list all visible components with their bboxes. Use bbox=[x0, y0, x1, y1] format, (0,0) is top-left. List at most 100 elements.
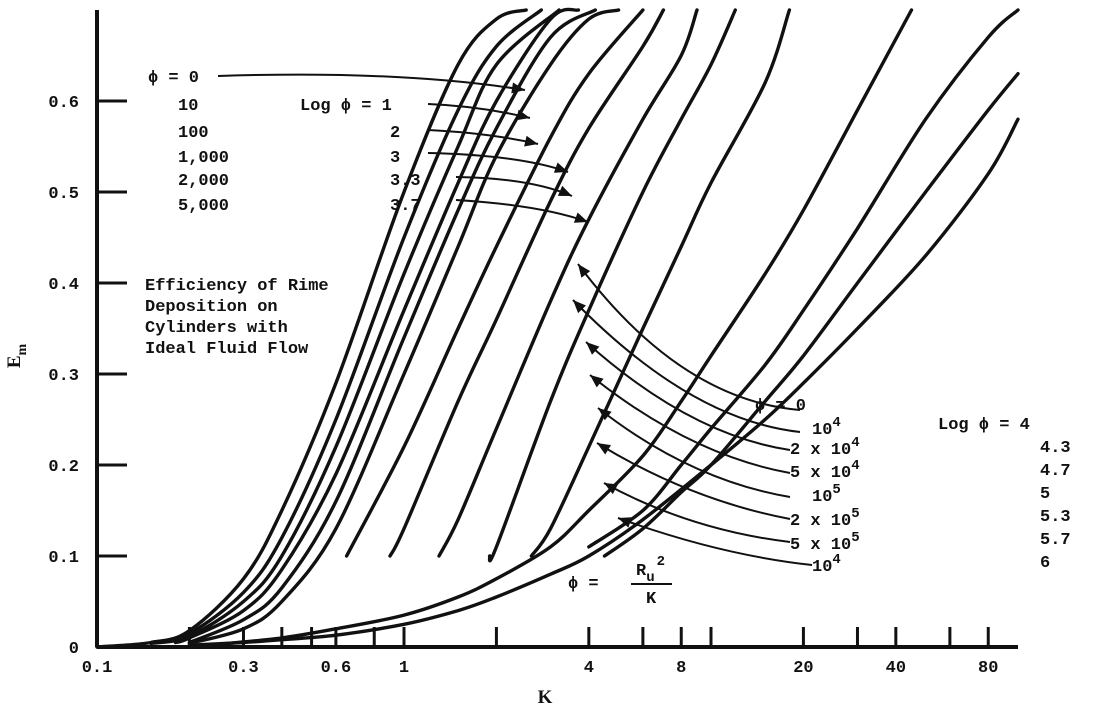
leader-arrowhead bbox=[553, 162, 568, 173]
leader-arrow bbox=[585, 341, 791, 451]
y-axis-ticks: 0 0.1 0.2 0.3 0.4 0.5 0.6 bbox=[48, 94, 127, 659]
y-tick-label: 0.6 bbox=[48, 94, 79, 113]
legend-lower-phi-label: 2 x 104 bbox=[790, 435, 860, 460]
y-tick-label: 0.4 bbox=[48, 276, 79, 295]
leader-arrow bbox=[577, 263, 801, 411]
annotation-line: Efficiency of Rime bbox=[145, 277, 329, 296]
series-line-4 bbox=[173, 7, 581, 645]
leader-arrow bbox=[603, 482, 791, 543]
leader-arrow bbox=[427, 103, 531, 119]
legend-lower-log-label: 6 bbox=[1040, 554, 1050, 573]
leader-arrowhead bbox=[578, 264, 591, 278]
phi-formula-numerator: Ru2 bbox=[636, 554, 665, 586]
legend-upper-log-label: Log ϕ = 1 bbox=[300, 97, 392, 116]
legend-lower-phi-label: 5 x 105 bbox=[790, 530, 860, 555]
x-tick-label: 80 bbox=[978, 659, 998, 678]
leader-arrow bbox=[617, 517, 813, 566]
legend-upper-phi-label: ϕ = 0 bbox=[148, 69, 199, 88]
legend-lower-log-label: 4.7 bbox=[1040, 462, 1071, 481]
leader-arrowhead bbox=[573, 300, 586, 314]
annotation-line: Cylinders with bbox=[145, 319, 288, 338]
series-line-5 bbox=[187, 8, 597, 645]
series-line-7 bbox=[344, 8, 645, 558]
x-tick-label: 0.3 bbox=[228, 659, 259, 678]
leader-arrowhead bbox=[524, 135, 538, 147]
leader-arrow bbox=[589, 374, 791, 474]
phi-formula-lhs: ϕ = bbox=[568, 575, 599, 594]
legend-lower-phi-exponent: 4 bbox=[851, 458, 859, 474]
legend-upper-log-label: 3.3 bbox=[390, 172, 421, 191]
legend-lower-phi-exponent: 5 bbox=[832, 482, 840, 498]
x-tick-label: 1 bbox=[399, 659, 409, 678]
legend-lower-log-label: 5.3 bbox=[1040, 508, 1071, 527]
legend-lower-phi-exponent: 5 bbox=[851, 530, 859, 546]
chart-annotation: Efficiency of Rime Deposition on Cylinders… bbox=[145, 277, 329, 359]
x-axis-ticks: 0.1 0.3 0.6 1 4 8 20 40 80 bbox=[82, 627, 998, 678]
annotation-line: Ideal Fluid Flow bbox=[145, 340, 309, 359]
y-tick-label: 0.2 bbox=[48, 458, 79, 477]
leader-arrow bbox=[597, 407, 791, 498]
legend-lower-phi-exponent: 4 bbox=[832, 415, 840, 431]
leader-arrowhead bbox=[516, 109, 530, 121]
leader-arrowhead bbox=[598, 408, 612, 421]
leader-arrowhead bbox=[586, 342, 600, 355]
chart-series bbox=[95, 7, 1020, 649]
leader-arrow bbox=[217, 73, 526, 91]
leader-arrowhead bbox=[604, 483, 618, 495]
legend-lower-log-label: 4.3 bbox=[1040, 439, 1071, 458]
legend-upper: ϕ = 0 10 100 1,000 2,000 5,000 Log ϕ = 1 2 3 3.3 3… bbox=[148, 69, 421, 216]
series-line-11 bbox=[529, 8, 792, 558]
phi-formula-numerator-sub: u bbox=[646, 570, 654, 586]
y-axis-label: Em bbox=[4, 343, 30, 368]
leader-arrowhead bbox=[511, 82, 525, 94]
x-tick-label: 0.6 bbox=[321, 659, 352, 678]
annotation-line: Deposition on bbox=[145, 298, 278, 317]
legend-upper-log-label: 2 bbox=[390, 124, 400, 143]
phi-formula-denominator: K bbox=[646, 590, 657, 609]
leader-arrowhead bbox=[618, 517, 633, 528]
x-tick-label: 0.1 bbox=[82, 659, 113, 678]
series-line-8 bbox=[388, 8, 666, 558]
x-tick-label: 20 bbox=[793, 659, 813, 678]
legend-upper-phi-label: 100 bbox=[178, 124, 209, 143]
y-tick-label: 0.5 bbox=[48, 185, 79, 204]
y-tick-label: 0 bbox=[69, 640, 79, 659]
y-axis-label-sub: m bbox=[15, 343, 30, 355]
series-line-9 bbox=[437, 8, 699, 558]
phi-formula-numerator-sup: 2 bbox=[657, 554, 665, 570]
leader-arrowhead bbox=[557, 185, 572, 196]
series-line-3 bbox=[149, 8, 561, 646]
legend-lower-log-label: 5.7 bbox=[1040, 531, 1071, 550]
phi-formula: ϕ = Ru2 K bbox=[568, 554, 672, 609]
legend-lower-phi-label: 105 bbox=[812, 482, 841, 507]
series-line-2 bbox=[149, 8, 543, 645]
legend-lower-phi-label: ϕ = 0 bbox=[755, 397, 806, 416]
legend-lower-log-label: Log ϕ = 4 bbox=[938, 416, 1030, 435]
legend-lower-phi-label: 2 x 105 bbox=[790, 506, 860, 531]
legend-lower-phi-label: 104 bbox=[812, 415, 841, 440]
legend-upper-phi-label: 2,000 bbox=[178, 172, 229, 191]
y-tick-label: 0.3 bbox=[48, 367, 79, 386]
leader-arrowhead bbox=[590, 375, 604, 388]
x-tick-label: 40 bbox=[886, 659, 906, 678]
legend-upper-log-label: 3.7 bbox=[390, 197, 421, 216]
leader-arrowhead bbox=[597, 443, 611, 455]
series-line-14 bbox=[602, 72, 1020, 558]
legend-lower-phi-exponent: 5 bbox=[851, 506, 859, 522]
y-tick-label: 0.1 bbox=[48, 549, 79, 568]
series-line-10 bbox=[487, 8, 737, 563]
legend-lower-log-label: 5 bbox=[1040, 485, 1050, 504]
x-tick-label: 8 bbox=[676, 659, 686, 678]
legend-upper-phi-label: 1,000 bbox=[178, 149, 229, 168]
legend-upper-log-label: 3 bbox=[390, 149, 400, 168]
legend-lower-phi-label: 104 bbox=[812, 552, 841, 577]
series-line-6 bbox=[187, 8, 621, 646]
legend-lower-phi-exponent: 4 bbox=[832, 552, 840, 568]
leader-arrow bbox=[596, 442, 791, 520]
legend-lower-phi-label: 5 x 104 bbox=[790, 458, 860, 483]
leader-arrows bbox=[217, 73, 813, 566]
leader-arrow bbox=[572, 299, 801, 433]
x-axis-label: K bbox=[538, 687, 553, 708]
